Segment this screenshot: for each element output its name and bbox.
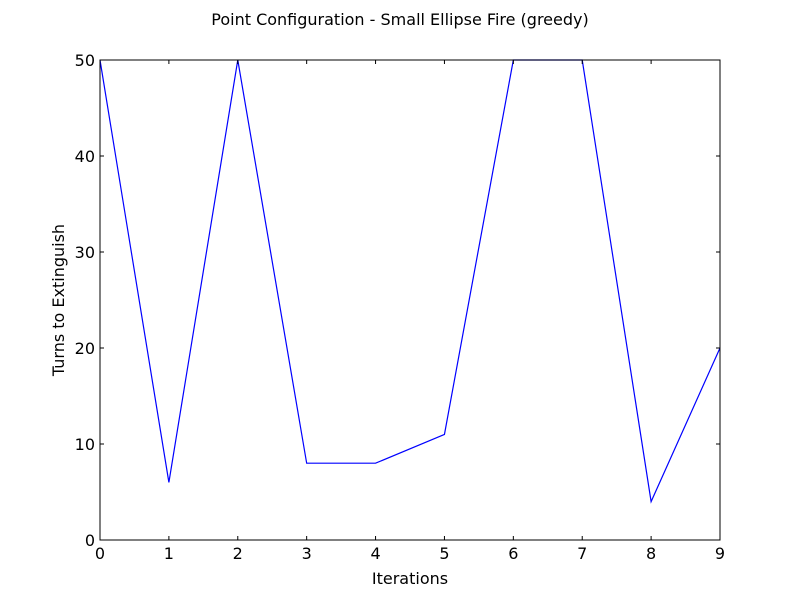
series-line (99, 59, 721, 504)
x-tick-label: 1 (164, 544, 174, 563)
y-axis-label: Turns to Extinguish (49, 224, 68, 377)
y-tick-label: 40 (75, 147, 95, 166)
x-tick-label: 4 (370, 544, 380, 563)
y-tick-label: 30 (75, 243, 95, 262)
y-tick-label: 20 (75, 339, 95, 358)
x-tick-label: 7 (577, 544, 587, 563)
x-axis-label: Iterations (372, 569, 448, 588)
x-tick-label: 0 (95, 544, 105, 563)
x-tick-label: 5 (439, 544, 449, 563)
chart-title: Point Configuration - Small Ellipse Fire… (211, 10, 588, 29)
ticks-layer: 0 1 2 3 4 5 6 7 8 9 0 10 20 30 40 50 (75, 51, 725, 563)
x-tick-label: 6 (508, 544, 518, 563)
plot-frame (99, 59, 721, 541)
x-tick-label: 2 (233, 544, 243, 563)
y-tick-label: 50 (75, 51, 95, 70)
x-tick-label: 8 (646, 544, 656, 563)
x-tick-label: 3 (302, 544, 312, 563)
x-tick-label: 9 (715, 544, 725, 563)
y-tick-label: 0 (85, 531, 95, 550)
y-tick-label: 10 (75, 435, 95, 454)
series-layer (99, 59, 721, 504)
